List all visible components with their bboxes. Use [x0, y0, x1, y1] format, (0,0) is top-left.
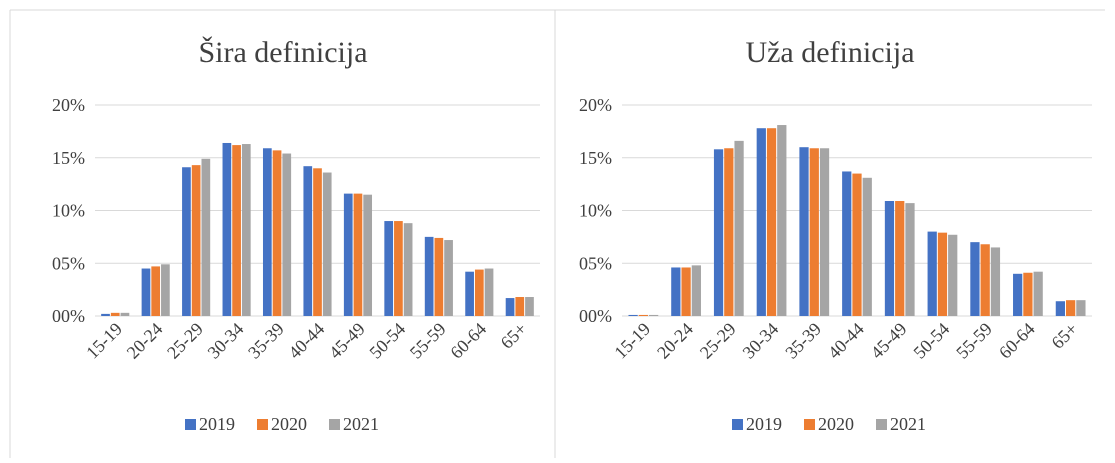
legend-label: 2019: [746, 414, 782, 434]
legend-label: 2021: [343, 414, 379, 434]
bar: [724, 148, 734, 316]
legend-swatch: [876, 419, 887, 430]
bar: [222, 142, 232, 316]
bar: [905, 203, 915, 316]
bar: [1013, 273, 1023, 316]
bar: [322, 172, 332, 316]
bar: [110, 312, 120, 316]
bar: [505, 298, 515, 316]
bar: [241, 144, 251, 316]
bar: [141, 268, 151, 316]
bar: [232, 145, 241, 316]
y-tick-label: 20%: [52, 95, 85, 115]
legend-swatch: [257, 419, 268, 430]
bar: [895, 201, 905, 316]
y-tick-label: 05%: [579, 253, 612, 273]
bar: [681, 267, 691, 316]
legend-swatch: [329, 419, 340, 430]
y-tick-label: 05%: [52, 253, 85, 273]
bar: [101, 313, 110, 316]
bar: [1076, 300, 1086, 316]
bar: [343, 193, 353, 316]
bar: [884, 201, 895, 316]
bar: [628, 314, 638, 316]
bar: [363, 194, 373, 316]
legend-label: 2020: [271, 414, 307, 434]
legend-label: 2020: [818, 414, 854, 434]
bar: [852, 173, 862, 316]
bar: [161, 264, 170, 316]
bar: [937, 232, 948, 316]
y-tick-label: 00%: [579, 306, 612, 326]
bar: [842, 171, 852, 316]
bar: [713, 149, 724, 316]
chart-title: Šira definicija: [198, 36, 367, 69]
bar: [303, 166, 313, 316]
bar: [799, 147, 809, 316]
bar: [766, 128, 777, 316]
bar: [1066, 300, 1076, 316]
bar: [484, 268, 494, 316]
y-tick-label: 15%: [579, 148, 612, 168]
bar: [990, 247, 1001, 316]
bar: [201, 158, 211, 316]
bar: [809, 148, 819, 316]
bar: [474, 269, 484, 316]
bar: [444, 240, 453, 316]
bar: [272, 150, 282, 316]
bar: [638, 314, 648, 316]
bar: [353, 193, 363, 316]
bar: [403, 223, 413, 316]
bar: [384, 221, 394, 316]
bar: [756, 128, 766, 316]
bar: [819, 148, 830, 316]
bar: [182, 167, 191, 316]
bar: [980, 244, 990, 316]
bar: [515, 297, 525, 316]
bar: [671, 267, 681, 316]
bar: [424, 236, 434, 316]
bar: [691, 265, 701, 316]
legend-swatch: [732, 419, 743, 430]
bar: [1033, 271, 1043, 316]
bar: [191, 165, 201, 316]
bar: [648, 314, 659, 316]
y-tick-label: 00%: [52, 306, 85, 326]
bar: [434, 237, 444, 316]
bar: [1023, 272, 1033, 316]
bar: [313, 168, 322, 316]
bar: [282, 153, 292, 316]
bar: [151, 266, 161, 316]
bar: [862, 177, 872, 316]
bar: [734, 140, 744, 316]
chart-title: Uža definicija: [745, 36, 914, 69]
y-tick-label: 15%: [52, 148, 85, 168]
legend-label: 2021: [890, 414, 926, 434]
y-tick-label: 10%: [579, 201, 612, 221]
bar: [465, 271, 474, 316]
bar: [1055, 301, 1066, 316]
y-tick-label: 20%: [579, 95, 612, 115]
bar: [525, 297, 534, 316]
legend-swatch: [804, 419, 815, 430]
bar: [120, 312, 130, 316]
legend-swatch: [185, 419, 196, 430]
bar: [262, 148, 272, 316]
bar: [927, 231, 937, 316]
bar: [970, 242, 980, 316]
legend-label: 2019: [199, 414, 235, 434]
bar: [777, 125, 787, 316]
y-tick-label: 10%: [52, 201, 85, 221]
bar: [394, 221, 403, 316]
bar: [948, 234, 958, 316]
